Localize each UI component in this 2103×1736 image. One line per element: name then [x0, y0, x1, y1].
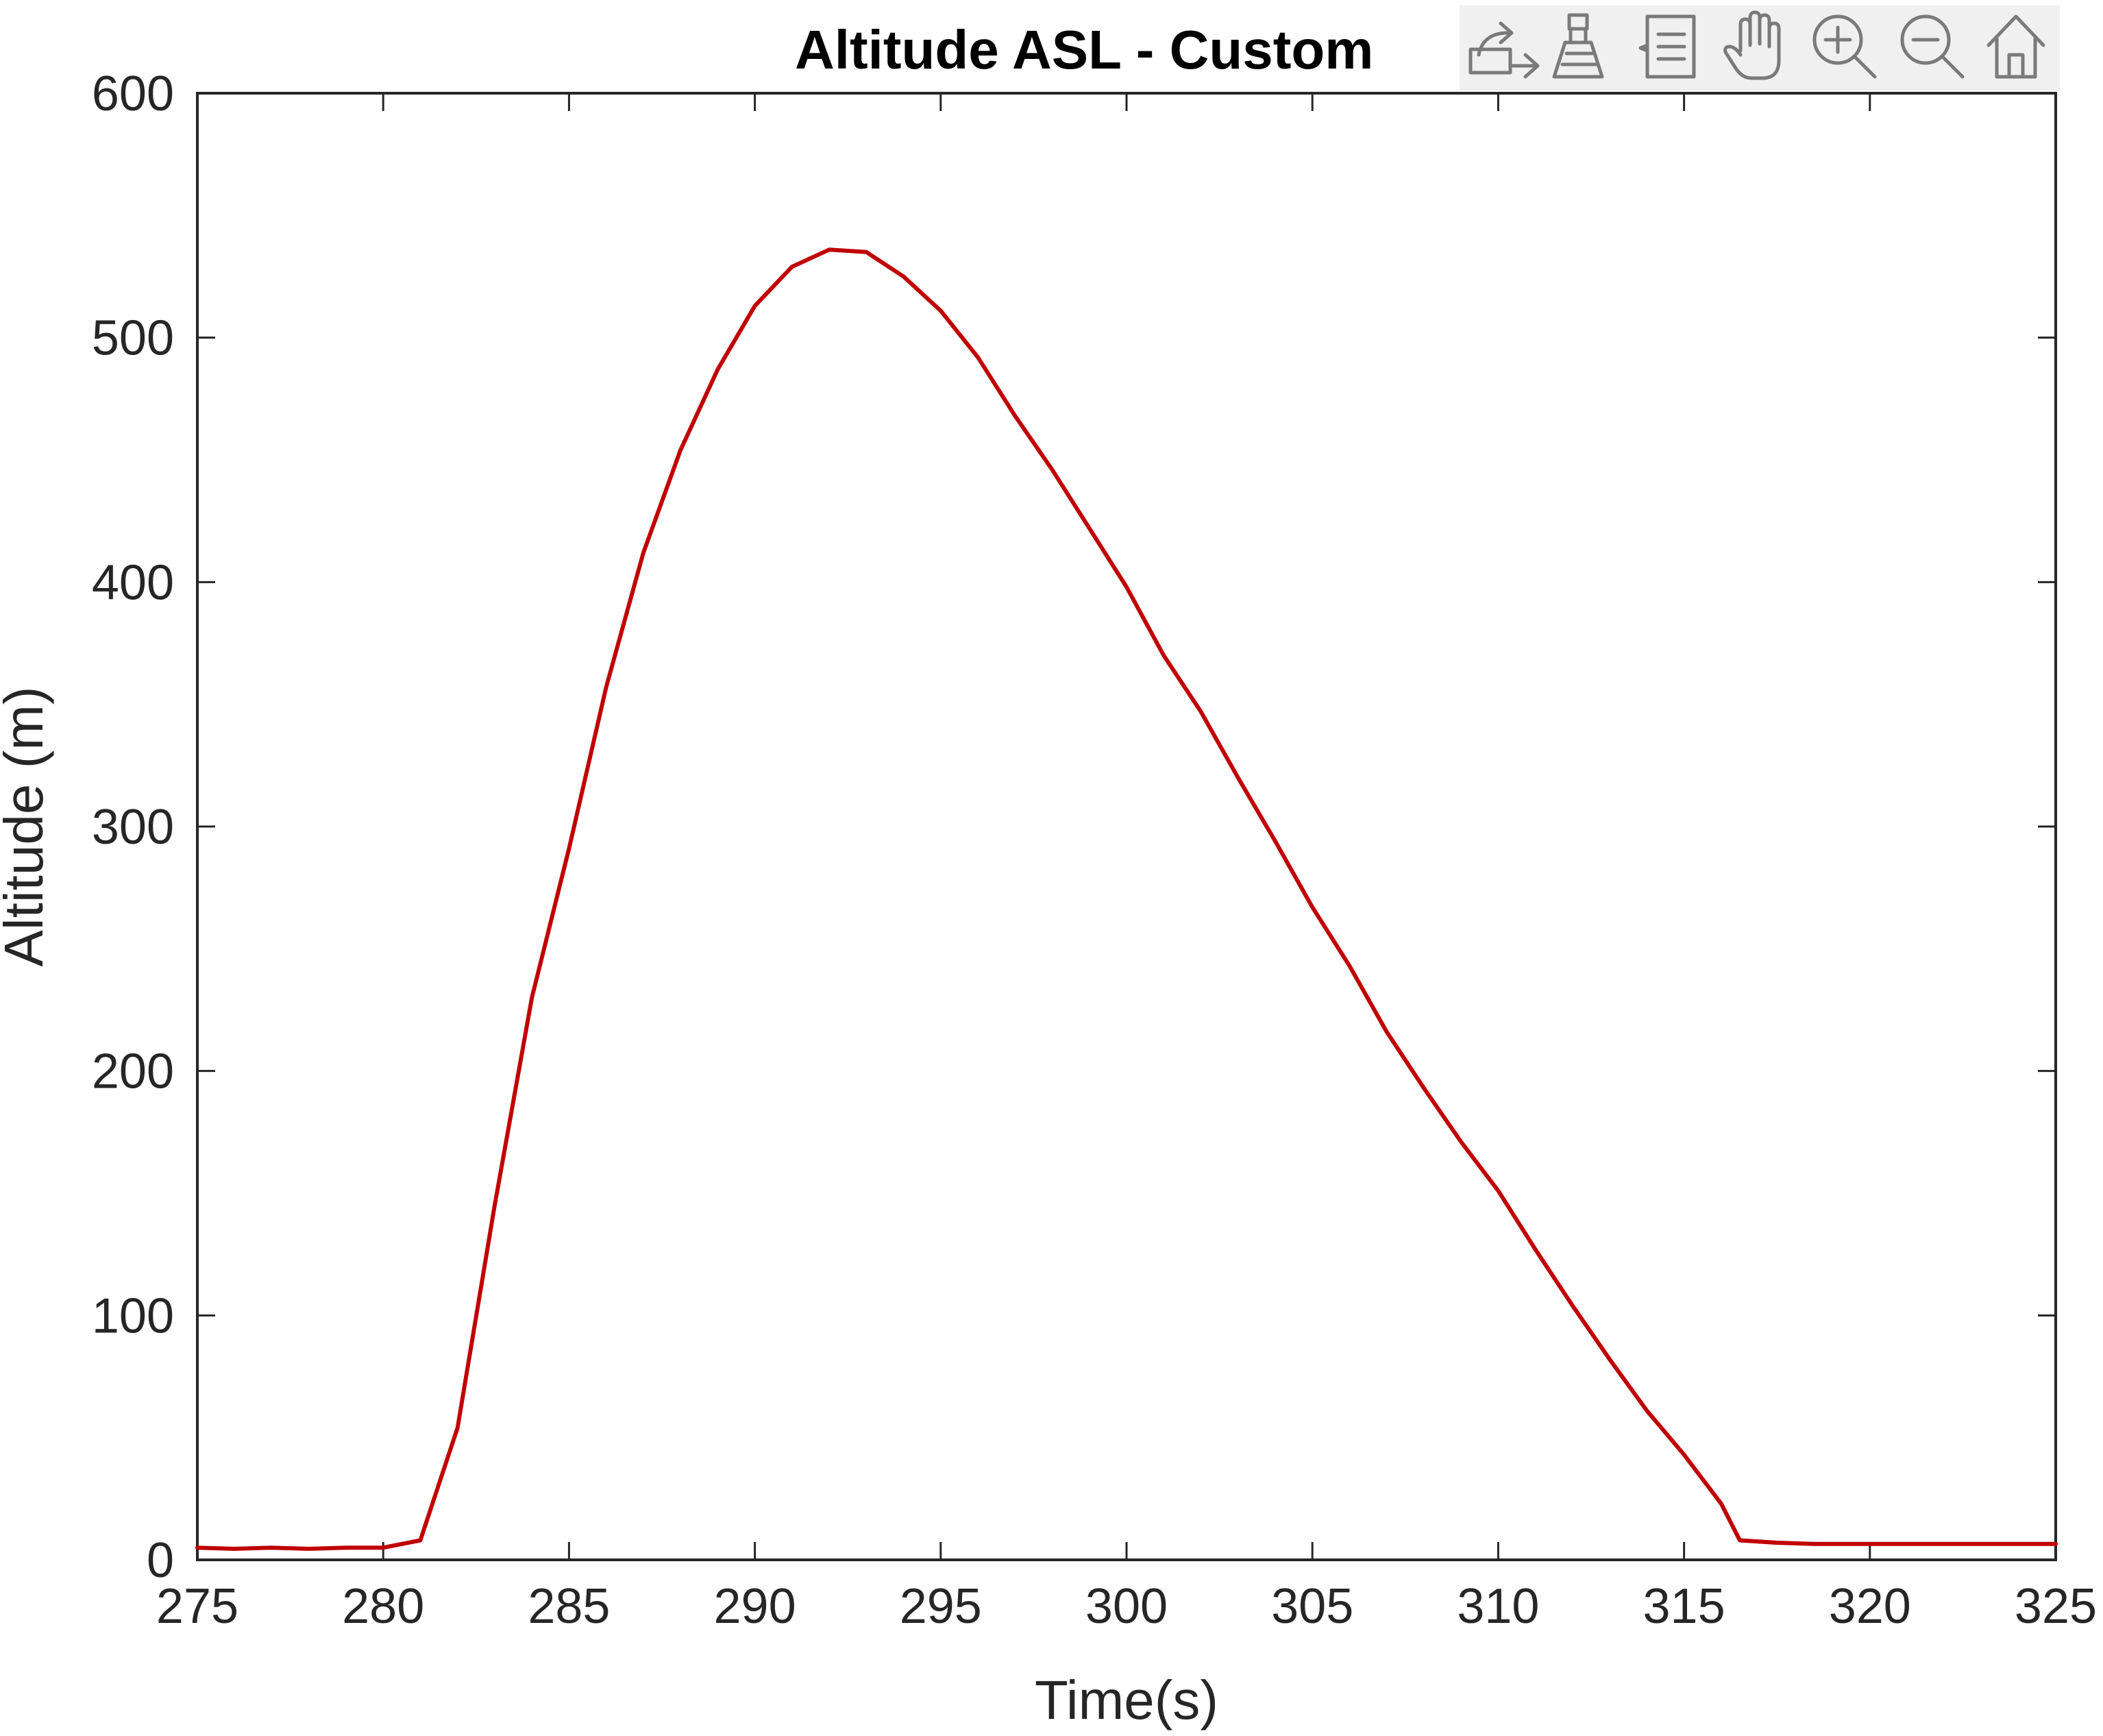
x-tick-label: 285	[528, 1579, 610, 1634]
x-tick-label: 310	[1457, 1579, 1539, 1634]
y-tick-label: 400	[92, 555, 174, 610]
axes-toolbar	[1460, 5, 2060, 90]
y-axis-label: Altitude (m)	[0, 687, 54, 967]
x-tick-label: 295	[900, 1579, 982, 1634]
y-tick-label: 0	[147, 1533, 174, 1588]
axis-tick-labels: 275 280 285 290 295 300 305 310 315 320 325 0 100 200…	[92, 66, 2097, 1634]
y-tick-label: 200	[92, 1044, 174, 1099]
x-tick-label: 280	[342, 1579, 424, 1634]
zoom-in-icon[interactable]	[1812, 14, 1877, 79]
x-tick-label: 315	[1643, 1579, 1725, 1634]
export-icon[interactable]	[1468, 21, 1540, 79]
y-tick-label: 600	[92, 66, 174, 121]
x-tick-label: 325	[2015, 1579, 2097, 1634]
x-tick-label: 290	[714, 1579, 796, 1634]
legend-icon[interactable]	[1638, 14, 1696, 79]
y-tick-label: 300	[92, 800, 174, 855]
axis-ticks	[196, 92, 2057, 1561]
chart-title: Altitude ASL - Custom	[795, 19, 1373, 80]
x-tick-label: 320	[1829, 1579, 1911, 1634]
altitude-series-line	[195, 247, 2058, 1551]
plot-area: 275 280 285 290 295 300 305 310 315 320 325 0 100 200…	[92, 66, 2097, 1634]
brush-icon[interactable]	[1552, 13, 1604, 79]
home-icon[interactable]	[1987, 14, 2045, 79]
y-tick-label: 500	[92, 311, 174, 366]
x-tick-label: 305	[1271, 1579, 1353, 1634]
x-tick-label: 275	[156, 1579, 238, 1634]
pan-hand-icon[interactable]	[1723, 10, 1781, 80]
x-axis-label: Time(s)	[1035, 1670, 1218, 1731]
y-tick-label: 100	[92, 1288, 174, 1343]
zoom-out-icon[interactable]	[1900, 14, 1965, 79]
x-tick-label: 300	[1085, 1579, 1168, 1634]
